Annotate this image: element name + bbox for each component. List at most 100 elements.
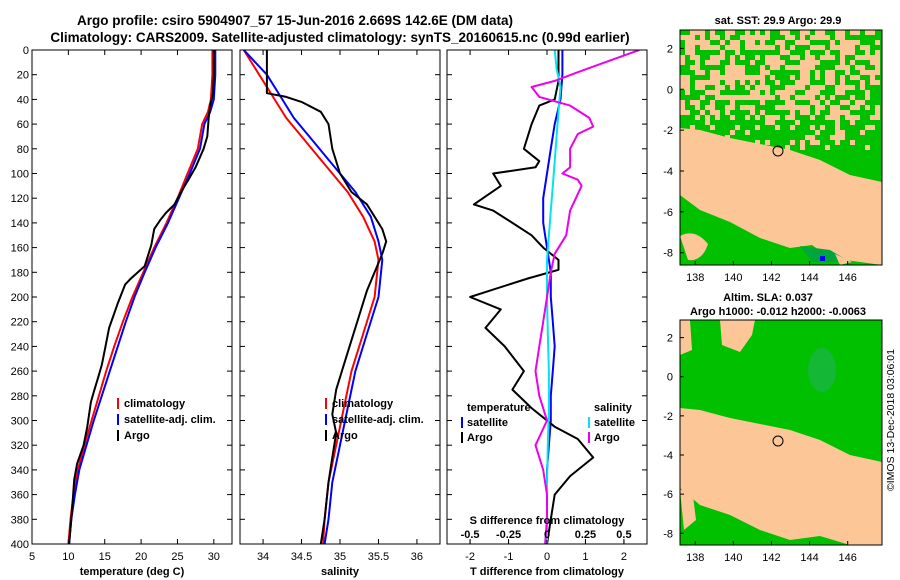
cloud-pixel bbox=[800, 40, 805, 45]
clear-pixel bbox=[825, 155, 830, 160]
cloud-pixel bbox=[725, 65, 730, 70]
cloud-pixel bbox=[795, 105, 800, 110]
cloud-pixel bbox=[810, 125, 815, 130]
clear-pixel bbox=[850, 150, 855, 155]
cloud-pixel bbox=[820, 30, 825, 35]
cloud-pixel bbox=[815, 110, 820, 115]
map-y-tick-label: -4 bbox=[663, 450, 673, 462]
cloud-pixel bbox=[855, 75, 860, 80]
clear-pixel bbox=[870, 165, 875, 170]
cloud-pixel bbox=[695, 80, 700, 85]
cloud-pixel bbox=[795, 55, 800, 60]
cloud-pixel bbox=[815, 30, 820, 35]
y-tick-label: 200 bbox=[11, 292, 29, 304]
cloud-pixel bbox=[765, 95, 770, 100]
cloud-pixel bbox=[805, 70, 810, 75]
map-x-tick-label: 140 bbox=[724, 552, 742, 564]
cloud-pixel bbox=[810, 90, 815, 95]
clear-pixel bbox=[840, 155, 845, 160]
clear-pixel bbox=[850, 165, 855, 170]
clear-pixel bbox=[875, 170, 880, 175]
series-line-satellite-adj-clim- bbox=[243, 50, 384, 544]
cloud-pixel bbox=[695, 55, 700, 60]
sla-map-frame bbox=[679, 319, 883, 546]
cloud-pixel bbox=[680, 105, 685, 110]
cloud-pixel bbox=[800, 65, 805, 70]
clear-pixel bbox=[865, 165, 870, 170]
clear-pixel bbox=[855, 155, 860, 160]
cloud-pixel bbox=[800, 140, 805, 145]
legend-label: Argo bbox=[467, 432, 493, 444]
legend-label: climatology bbox=[124, 398, 186, 410]
cloud-pixel bbox=[725, 95, 730, 100]
cloud-pixel bbox=[780, 40, 785, 45]
cloud-pixel bbox=[810, 85, 815, 90]
cloud-pixel bbox=[730, 100, 735, 105]
cloud-pixel bbox=[720, 50, 725, 55]
cloud-pixel bbox=[870, 70, 875, 75]
cloud-pixel bbox=[715, 60, 720, 65]
cloud-pixel bbox=[735, 50, 740, 55]
cloud-pixel bbox=[770, 55, 775, 60]
cloud-pixel bbox=[870, 55, 875, 60]
cloud-pixel bbox=[875, 60, 880, 65]
cloud-pixel bbox=[875, 55, 880, 60]
cloud-pixel bbox=[710, 60, 715, 65]
cloud-pixel bbox=[865, 90, 870, 95]
cloud-pixel bbox=[755, 45, 760, 50]
cloud-pixel bbox=[680, 35, 685, 40]
legend-label: satellite-adj. clim. bbox=[124, 414, 216, 426]
cloud-pixel bbox=[765, 30, 770, 35]
cloud-pixel bbox=[690, 40, 695, 45]
cloud-pixel bbox=[740, 55, 745, 60]
cloud-pixel bbox=[795, 40, 800, 45]
cloud-pixel bbox=[840, 55, 845, 60]
cloud-pixel bbox=[710, 45, 715, 50]
s-tick-label: 0.25 bbox=[575, 529, 596, 541]
x-tick-label: -2 bbox=[465, 551, 475, 563]
cloud-pixel bbox=[705, 90, 710, 95]
cloud-pixel bbox=[860, 70, 865, 75]
cloud-pixel bbox=[765, 90, 770, 95]
cloud-pixel bbox=[710, 125, 715, 130]
cloud-pixel bbox=[745, 105, 750, 110]
legend-title-temperature: temperature bbox=[467, 402, 531, 414]
temperature-x-label: temperature (deg C) bbox=[80, 566, 185, 578]
cloud-pixel bbox=[840, 80, 845, 85]
sla-new-guinea-land bbox=[680, 408, 882, 545]
y-tick-label: 400 bbox=[11, 539, 29, 551]
cloud-pixel bbox=[840, 45, 845, 50]
cloud-pixel bbox=[835, 105, 840, 110]
cloud-pixel bbox=[700, 80, 705, 85]
cloud-pixel bbox=[735, 95, 740, 100]
cloud-pixel bbox=[710, 105, 715, 110]
cloud-pixel bbox=[745, 35, 750, 40]
cloud-pixel bbox=[700, 95, 705, 100]
cloud-pixel bbox=[830, 135, 835, 140]
map-y-tick-label: -2 bbox=[663, 125, 673, 137]
cloud-pixel bbox=[810, 35, 815, 40]
cloud-pixel bbox=[750, 35, 755, 40]
cloud-pixel bbox=[875, 80, 880, 85]
cloud-pixel bbox=[825, 50, 830, 55]
cloud-pixel bbox=[780, 30, 785, 35]
cloud-pixel bbox=[700, 45, 705, 50]
cloud-pixel bbox=[805, 110, 810, 115]
sla-south-sea bbox=[680, 488, 850, 545]
cloud-pixel bbox=[815, 60, 820, 65]
x-tick-label: 10 bbox=[62, 551, 74, 563]
cloud-pixel bbox=[695, 30, 700, 35]
cloud-pixel bbox=[710, 90, 715, 95]
cloud-pixel bbox=[695, 70, 700, 75]
cloud-pixel bbox=[760, 110, 765, 115]
cloud-pixel bbox=[765, 70, 770, 75]
cloud-pixel bbox=[695, 40, 700, 45]
cloud-pixel bbox=[685, 80, 690, 85]
cloud-pixel bbox=[725, 70, 730, 75]
clear-pixel bbox=[870, 150, 875, 155]
cloud-pixel bbox=[825, 100, 830, 105]
clear-pixel bbox=[860, 155, 865, 160]
cloud-pixel bbox=[850, 45, 855, 50]
cloud-pixel bbox=[765, 35, 770, 40]
cloud-pixel bbox=[860, 130, 865, 135]
